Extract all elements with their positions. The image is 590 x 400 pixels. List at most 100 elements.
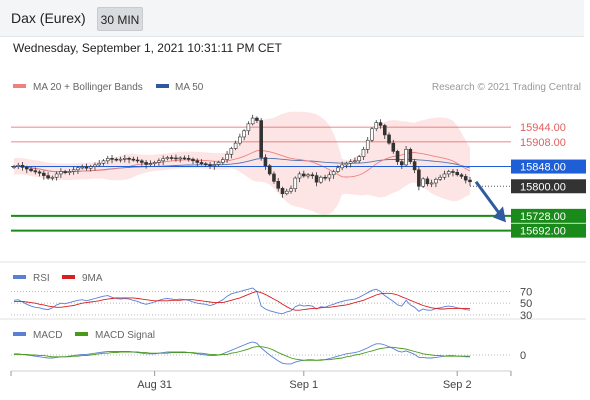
candle-body bbox=[216, 162, 221, 165]
current-price-label: 15800.00 bbox=[520, 181, 566, 193]
candle bbox=[33, 167, 38, 175]
candle bbox=[161, 155, 165, 165]
candle-body bbox=[174, 157, 178, 160]
candle bbox=[280, 186, 285, 198]
candle-body bbox=[395, 151, 400, 162]
candle bbox=[24, 165, 29, 174]
candle-body bbox=[110, 158, 114, 160]
candle bbox=[250, 114, 255, 126]
candle-body bbox=[148, 163, 153, 165]
candle-body bbox=[378, 122, 383, 126]
candle-body bbox=[468, 179, 472, 183]
candle bbox=[412, 159, 417, 174]
support-label: 15692.00 bbox=[520, 226, 566, 238]
candle-body bbox=[323, 176, 327, 179]
candle-body bbox=[412, 161, 417, 171]
x-axis: Aug 31 Sep 1 Sep 2 bbox=[10, 371, 512, 391]
candle-body bbox=[306, 174, 310, 177]
candle bbox=[331, 169, 336, 179]
candle bbox=[361, 146, 366, 160]
candle bbox=[463, 173, 468, 184]
candle-body bbox=[152, 162, 157, 164]
candle-body bbox=[357, 156, 361, 162]
candle-body bbox=[319, 176, 323, 183]
candle-body bbox=[54, 173, 59, 178]
candle bbox=[344, 161, 349, 169]
candle-body bbox=[46, 175, 50, 179]
candle bbox=[114, 157, 119, 162]
candle-body bbox=[105, 158, 110, 162]
macd-legend-swatch bbox=[13, 332, 26, 336]
candle bbox=[67, 169, 72, 176]
macd-legend-label: MACD bbox=[33, 330, 62, 341]
x-tick-label: Sep 2 bbox=[443, 379, 472, 391]
candle-body bbox=[370, 128, 374, 141]
candle bbox=[148, 160, 153, 167]
candle bbox=[242, 129, 246, 141]
candle bbox=[216, 160, 221, 167]
timeframe-button[interactable]: 30 MIN bbox=[97, 7, 143, 31]
candle-body bbox=[195, 160, 200, 163]
candle-body bbox=[123, 158, 127, 160]
candle bbox=[20, 162, 25, 171]
candle bbox=[212, 161, 217, 170]
candle bbox=[442, 170, 447, 180]
candle bbox=[195, 158, 200, 167]
candle-body bbox=[302, 173, 306, 177]
candle bbox=[382, 123, 387, 140]
candle bbox=[105, 155, 110, 165]
candle-body bbox=[186, 158, 191, 160]
candle-body bbox=[263, 157, 268, 167]
candle bbox=[340, 161, 344, 171]
candle bbox=[135, 156, 140, 164]
candle-body bbox=[327, 174, 332, 179]
resistance-label: 15908.00 bbox=[520, 137, 566, 149]
current-price-tag bbox=[511, 179, 586, 194]
candle bbox=[76, 166, 80, 174]
candle bbox=[16, 162, 21, 170]
candle bbox=[238, 133, 242, 146]
candle bbox=[451, 169, 455, 177]
forecast-arrowhead bbox=[493, 206, 506, 223]
candle bbox=[42, 170, 46, 180]
candle bbox=[306, 173, 310, 179]
timestamp-label: Wednesday, September 1, 2021 10:31:11 PM… bbox=[13, 41, 282, 55]
candle-body bbox=[199, 162, 204, 164]
rsi-tick-label: 50 bbox=[520, 298, 532, 310]
candle-body bbox=[12, 166, 16, 168]
candle-body bbox=[344, 162, 349, 166]
candle-body bbox=[446, 171, 451, 175]
candle-body bbox=[178, 157, 182, 160]
candle-body bbox=[417, 169, 421, 187]
candle-body bbox=[208, 164, 212, 167]
candle bbox=[365, 136, 370, 154]
forecast-arrow bbox=[474, 180, 502, 216]
candle bbox=[118, 156, 123, 163]
candle-body bbox=[221, 159, 225, 163]
candle-body bbox=[229, 148, 234, 155]
candle bbox=[12, 164, 16, 170]
candle bbox=[186, 155, 191, 162]
candle bbox=[225, 150, 229, 163]
candle-body bbox=[459, 174, 464, 177]
candle bbox=[297, 171, 302, 183]
candle bbox=[429, 179, 434, 188]
candle bbox=[348, 159, 353, 168]
candle bbox=[459, 173, 464, 179]
rsi-ma-line bbox=[14, 291, 470, 311]
candle bbox=[319, 175, 323, 184]
candle-body bbox=[233, 142, 238, 149]
candle-body bbox=[169, 157, 174, 159]
candle-body bbox=[42, 172, 46, 176]
candle bbox=[178, 156, 182, 163]
candle bbox=[97, 159, 102, 167]
candle-body bbox=[88, 166, 93, 169]
rsi-ma-legend-swatch bbox=[62, 275, 75, 279]
candle-body bbox=[284, 190, 289, 194]
candle-body bbox=[442, 173, 447, 178]
candle bbox=[80, 164, 84, 170]
candle-body bbox=[80, 166, 84, 169]
candle bbox=[63, 169, 67, 175]
candle-body bbox=[225, 153, 229, 160]
candle bbox=[276, 178, 281, 192]
